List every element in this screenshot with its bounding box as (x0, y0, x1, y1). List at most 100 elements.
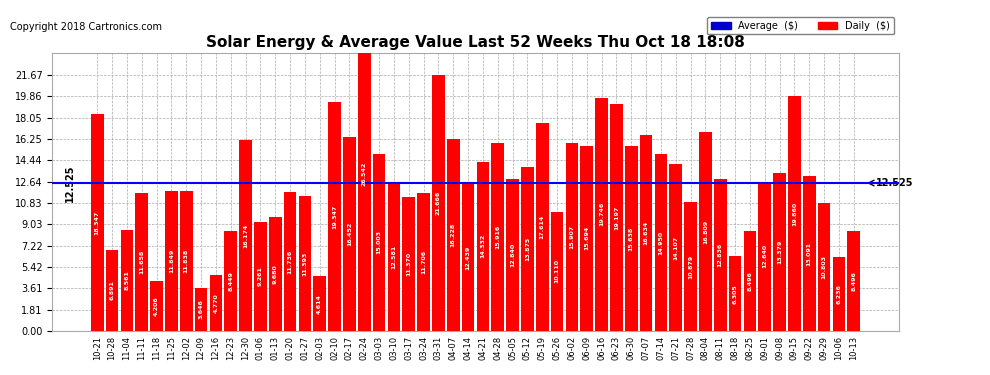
Bar (299, 196, 311, 331)
Bar (358, 18, 370, 331)
Text: 11.849: 11.849 (169, 249, 174, 273)
Text: 11.838: 11.838 (184, 249, 189, 273)
Text: 16.228: 16.228 (450, 223, 455, 247)
Text: 15.638: 15.638 (629, 226, 634, 251)
Bar (847, 231, 860, 331)
Text: 16.809: 16.809 (703, 220, 708, 244)
Text: 14.950: 14.950 (658, 231, 663, 255)
Text: 11.393: 11.393 (302, 252, 308, 276)
Text: 16.634: 16.634 (644, 220, 648, 245)
Text: 15.694: 15.694 (584, 226, 589, 251)
Bar (684, 202, 697, 331)
Text: 12.525: 12.525 (65, 164, 75, 202)
Text: 19.860: 19.860 (792, 202, 797, 226)
Bar (565, 143, 578, 331)
Text: 15.916: 15.916 (495, 225, 500, 249)
Bar (818, 203, 831, 331)
Text: 13.091: 13.091 (807, 242, 812, 266)
Text: 9.261: 9.261 (258, 266, 263, 286)
Bar (269, 217, 281, 331)
Text: 13.875: 13.875 (525, 237, 530, 261)
Bar (758, 182, 771, 331)
Text: 19.197: 19.197 (614, 206, 619, 230)
Bar (610, 104, 623, 331)
Bar (121, 230, 134, 331)
Bar (225, 231, 237, 331)
Text: 13.379: 13.379 (777, 240, 782, 264)
Text: 10.879: 10.879 (688, 255, 693, 279)
Bar (150, 281, 163, 331)
Text: 11.736: 11.736 (287, 249, 293, 274)
Bar (329, 102, 341, 331)
Text: 12.640: 12.640 (762, 244, 767, 268)
Text: 19.746: 19.746 (599, 202, 604, 226)
Bar (446, 139, 459, 331)
Bar (669, 164, 682, 331)
Bar (403, 196, 415, 331)
Bar (373, 154, 385, 331)
Text: 21.666: 21.666 (436, 191, 441, 215)
Text: 12.525: 12.525 (876, 178, 914, 188)
Bar (432, 75, 445, 331)
Text: 9.680: 9.680 (272, 264, 278, 284)
Bar (536, 123, 548, 331)
Legend: Average  ($), Daily  ($): Average ($), Daily ($) (707, 17, 894, 34)
Bar (106, 249, 119, 331)
Text: 17.614: 17.614 (540, 215, 545, 239)
Bar (640, 135, 652, 331)
Text: 15.907: 15.907 (569, 225, 574, 249)
Bar (580, 146, 593, 331)
Text: 3.646: 3.646 (199, 299, 204, 319)
Text: 12.581: 12.581 (391, 244, 396, 269)
Bar (654, 154, 667, 331)
Bar (506, 179, 519, 331)
Text: 12.439: 12.439 (465, 245, 470, 270)
Bar (314, 276, 326, 331)
Text: 4.206: 4.206 (154, 296, 159, 316)
Bar (595, 98, 608, 331)
Text: 8.496: 8.496 (851, 271, 856, 291)
Text: 4.770: 4.770 (214, 293, 219, 313)
Text: 12.836: 12.836 (718, 243, 723, 267)
Text: 6.891: 6.891 (110, 280, 115, 300)
Bar (180, 191, 192, 331)
Bar (833, 257, 845, 331)
Bar (388, 182, 400, 331)
Text: 16.452: 16.452 (346, 222, 351, 246)
Title: Solar Energy & Average Value Last 52 Weeks Thu Oct 18 18:08: Solar Energy & Average Value Last 52 Wee… (206, 34, 744, 50)
Bar (461, 184, 474, 331)
Text: 10.110: 10.110 (554, 259, 559, 283)
Bar (476, 162, 489, 331)
Bar (625, 146, 638, 331)
Text: 11.658: 11.658 (140, 250, 145, 274)
Text: 8.496: 8.496 (747, 271, 752, 291)
Bar (417, 193, 430, 331)
Bar (803, 176, 816, 331)
Text: 6.305: 6.305 (733, 284, 738, 303)
Text: Copyright 2018 Cartronics.com: Copyright 2018 Cartronics.com (10, 22, 162, 32)
Bar (195, 288, 207, 331)
Text: 11.370: 11.370 (406, 252, 411, 276)
Bar (91, 114, 104, 331)
Bar (714, 179, 727, 331)
Bar (254, 222, 266, 331)
Bar (210, 274, 222, 331)
Bar (788, 96, 801, 331)
Text: 8.561: 8.561 (125, 270, 130, 290)
Bar (550, 211, 563, 331)
Bar (521, 167, 534, 331)
Text: 19.347: 19.347 (332, 204, 337, 229)
Text: 6.236: 6.236 (837, 284, 842, 304)
Bar (165, 191, 178, 331)
Text: 14.332: 14.332 (480, 234, 485, 258)
Bar (284, 192, 296, 331)
Text: 18.347: 18.347 (95, 210, 100, 235)
Text: 12.840: 12.840 (510, 243, 515, 267)
Text: 4.614: 4.614 (317, 294, 322, 314)
Text: 15.003: 15.003 (376, 230, 381, 254)
Text: 10.803: 10.803 (822, 255, 827, 279)
Text: 16.174: 16.174 (244, 223, 248, 248)
Bar (743, 231, 756, 331)
Text: 26.542: 26.542 (361, 162, 366, 186)
Bar (773, 173, 786, 331)
